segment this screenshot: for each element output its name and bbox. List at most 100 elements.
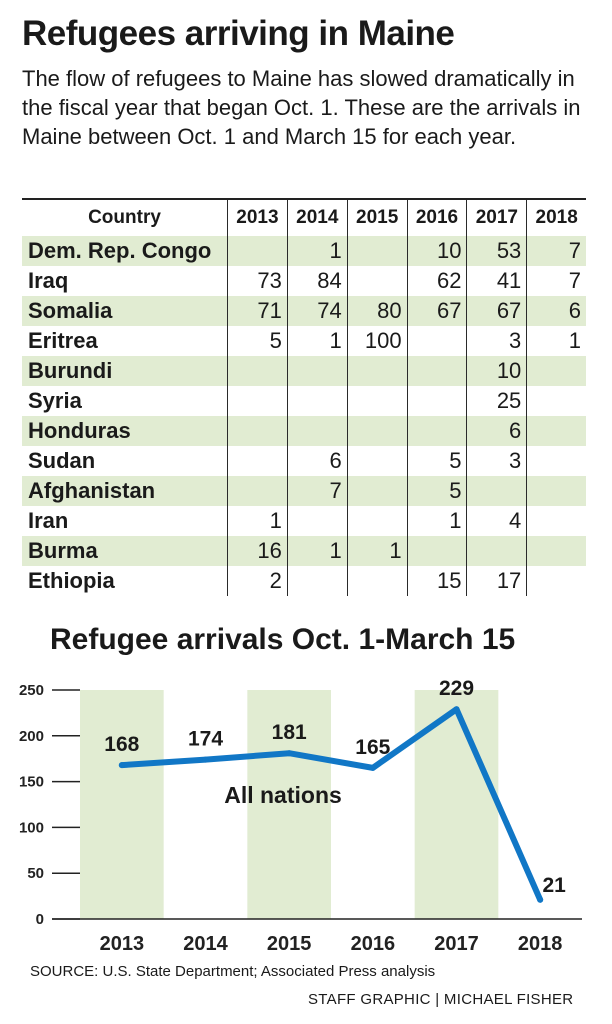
country-cell: Iraq (28, 268, 69, 293)
value-cell: 10 (466, 356, 527, 386)
value-cell: 1 (526, 326, 586, 356)
shaded-year-band (247, 690, 331, 919)
value-cell (406, 416, 467, 446)
refugee-table: Country 2013 2014 2015 2016 2017 2018 De… (22, 198, 586, 596)
y-tick-label: 250 (19, 682, 44, 699)
x-tick-label: 2018 (518, 933, 563, 955)
country-cell: Honduras (28, 418, 131, 443)
header-year: 2015 (346, 199, 408, 236)
data-label: 181 (272, 721, 307, 744)
value-cell (227, 476, 288, 506)
value-cell: 2 (227, 566, 288, 596)
value-cell: 1 (346, 536, 408, 566)
country-cell: Eritrea (28, 328, 98, 353)
value-cell (346, 506, 408, 536)
country-cell: Sudan (28, 448, 96, 473)
y-tick-label: 100 (19, 819, 44, 836)
value-cell (526, 506, 586, 536)
chart-title: Refugee arrivals Oct. 1-March 15 (50, 623, 516, 656)
value-cell: 7 (526, 236, 586, 266)
header-year: 2016 (406, 199, 467, 236)
table-row: Syria 25 (22, 386, 586, 416)
header-year: 2017 (466, 199, 527, 236)
value-cell (346, 566, 408, 596)
table-row: Iran 1 1 4 (22, 506, 586, 536)
line-chart: 0 50 100 150 200 250 2013 2014 2015 2016 2017 2018… (19, 677, 582, 955)
value-cell (406, 386, 467, 416)
value-cell (526, 536, 586, 566)
value-cell: 4 (466, 506, 527, 536)
value-cell: 73 (227, 266, 288, 296)
source-note: SOURCE: U.S. State Department; Associate… (30, 963, 436, 980)
value-cell: 1 (227, 506, 288, 536)
y-tick-label: 0 (36, 911, 44, 928)
table-row: Iraq 73 84 62 41 7 (22, 266, 586, 296)
table-row: Burma 16 1 1 (22, 536, 586, 566)
value-cell: 6 (466, 416, 527, 446)
table-row: Sudan 6 5 3 (22, 446, 586, 476)
data-point (286, 750, 293, 757)
value-cell (346, 476, 408, 506)
value-cell: 7 (526, 266, 586, 296)
value-cell: 71 (227, 296, 288, 326)
table-row: Ethiopia 2 15 17 (22, 566, 586, 596)
value-cell: 16 (227, 536, 288, 566)
value-cell (227, 416, 288, 446)
value-cell: 3 (466, 446, 527, 476)
value-cell (286, 386, 348, 416)
value-cell (526, 356, 586, 386)
value-cell (286, 566, 348, 596)
value-cell (406, 356, 467, 386)
country-cell: Syria (28, 388, 82, 413)
value-cell: 25 (466, 386, 527, 416)
country-cell: Burundi (28, 358, 113, 383)
value-cell: 15 (406, 566, 467, 596)
table-row: Burundi 10 (22, 356, 586, 386)
country-cell: Ethiopia (28, 568, 115, 593)
value-cell (227, 446, 288, 476)
value-cell: 5 (406, 446, 467, 476)
value-cell: 84 (286, 266, 348, 296)
value-cell: 10 (406, 236, 467, 266)
value-cell (286, 506, 348, 536)
value-cell (526, 566, 586, 596)
header-year: 2014 (286, 199, 348, 236)
value-cell (466, 476, 527, 506)
value-cell: 62 (406, 266, 467, 296)
value-cell (346, 416, 408, 446)
value-cell (526, 416, 586, 446)
table-row: Afghanistan 7 5 (22, 476, 586, 506)
country-cell: Afghanistan (28, 478, 156, 503)
credit-line: STAFF GRAPHIC | MICHAEL FISHER (308, 991, 574, 1008)
header-year: 2018 (526, 199, 586, 236)
data-label: 174 (188, 728, 223, 751)
data-point (453, 706, 460, 713)
data-point (118, 762, 125, 769)
value-cell: 3 (466, 326, 527, 356)
value-cell (227, 236, 288, 266)
value-cell (286, 356, 348, 386)
data-label: 168 (104, 733, 139, 756)
value-cell: 67 (466, 296, 527, 326)
value-cell (227, 386, 288, 416)
value-cell (526, 446, 586, 476)
header-year: 2013 (227, 199, 288, 236)
value-cell (466, 536, 527, 566)
page-title: Refugees arriving in Maine (22, 14, 455, 53)
y-tick-label: 200 (19, 728, 44, 745)
table-row: Somalia 71 74 80 67 67 6 (22, 296, 586, 326)
series-line (118, 706, 544, 903)
value-cell (526, 386, 586, 416)
value-cell: 1 (286, 326, 348, 356)
country-cell: Dem. Rep. Congo (28, 238, 212, 263)
x-tick-label: 2017 (434, 933, 479, 955)
value-cell: 5 (227, 326, 288, 356)
x-tick-label: 2013 (100, 933, 145, 955)
data-point (202, 756, 209, 763)
value-cell: 17 (466, 566, 527, 596)
table-header-row: Country 2013 2014 2015 2016 2017 2018 (22, 199, 586, 236)
data-point (537, 896, 544, 903)
y-tick-label: 50 (27, 865, 44, 882)
value-cell (346, 446, 408, 476)
value-cell (406, 536, 467, 566)
